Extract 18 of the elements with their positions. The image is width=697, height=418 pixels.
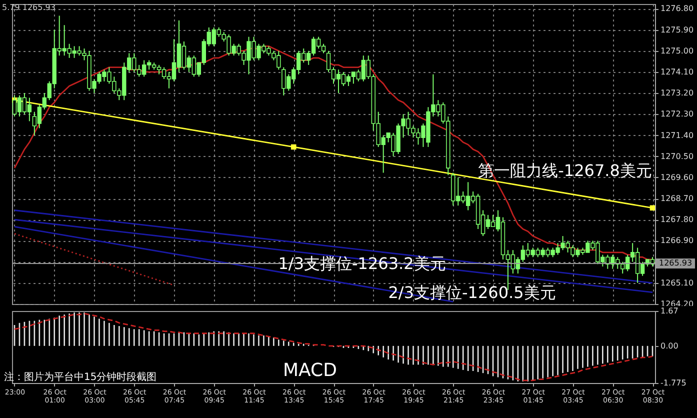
y-tick-label: 1275.90 [660,25,694,34]
y-tick-label: 1272.30 [660,110,694,119]
y-tick-label: 0.00 [660,341,678,350]
y-tick-label: 1268.70 [660,194,694,204]
y-tick-label: 1266.90 [660,236,694,246]
y-tick-label: 1265.10 [660,278,694,288]
ref-line-label: 1265.93 [659,258,692,268]
y-tick-label: 1275.00 [660,46,694,56]
y-tick-label: 1271.40 [660,130,694,140]
y-tick-label: 1267.80 [660,215,694,224]
y-tick-label: 1.67 [660,306,678,316]
annotation: MACD [283,360,337,381]
y-tick-label: 1276.80 [660,4,694,14]
y-tick-label: 1270.50 [660,152,694,161]
y-tick-label: -1.775 [660,378,686,388]
y-tick-label: 1274.10 [660,67,694,76]
y-tick-label: 1273.20 [660,88,694,98]
y-tick-label: 1269.60 [660,172,694,182]
